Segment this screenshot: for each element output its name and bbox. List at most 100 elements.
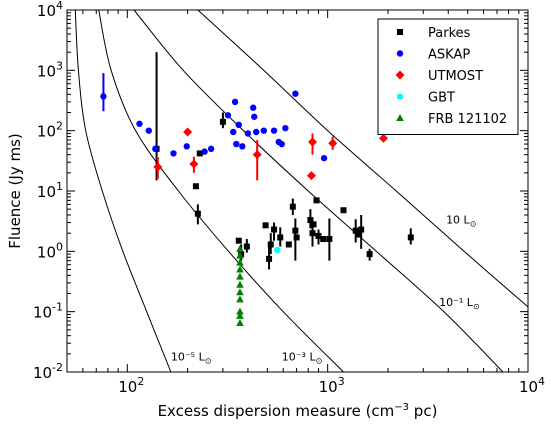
legend-label-utmost: UTMOST <box>428 69 483 84</box>
x-axis-title: Excess dispersion measure (cm−3 pc) <box>158 402 438 420</box>
askap-point <box>183 143 190 150</box>
parkes-point <box>293 234 300 241</box>
legend-marker-frb-121102 <box>396 114 404 121</box>
frb-121102-point <box>236 295 244 303</box>
parkes-point <box>320 236 327 243</box>
parkes-point <box>340 207 347 214</box>
x-tick-label: 104 <box>519 375 545 396</box>
parkes-point <box>355 231 362 238</box>
y-tick-label: 100 <box>37 240 63 261</box>
askap-point <box>251 113 258 120</box>
gbt-point <box>274 246 281 254</box>
askap-point <box>278 140 285 148</box>
parkes-point <box>192 183 199 190</box>
luminosity-curve <box>133 10 504 372</box>
askap-point <box>207 145 215 153</box>
parkes-point <box>352 227 359 234</box>
frb-121102-point <box>236 307 244 315</box>
x-tick-label: 103 <box>319 375 345 396</box>
parkes-point <box>194 210 201 217</box>
axis-tick-labels: 102 103 104 10-2 10-1 100 101 102 103 104 <box>33 0 545 396</box>
frb-121102-point <box>236 311 244 319</box>
askap-point <box>100 93 107 100</box>
parkes-point <box>196 150 203 157</box>
luminosity-curve-label: 10⁻¹ L⊙ <box>439 296 480 311</box>
frb-121102-point <box>236 318 244 326</box>
askap-point <box>231 98 239 106</box>
legend-marker-parkes <box>397 29 403 35</box>
frb-121102-point <box>236 265 244 273</box>
y-axis-title: Fluence (Jy ms) <box>6 133 24 248</box>
legend-marker-utmost <box>395 70 405 80</box>
askap-point <box>145 127 152 134</box>
askap-point <box>292 90 299 97</box>
utmost-point <box>189 159 199 169</box>
parkes-point <box>310 221 317 228</box>
askap-point <box>244 130 252 137</box>
utmost-point <box>183 127 193 137</box>
utmost-point <box>153 162 163 172</box>
legend-label-parkes: Parkes <box>428 26 471 41</box>
parkes-point <box>277 234 284 241</box>
luminosity-curve-label: 10⁻⁵ L⊙ <box>171 351 212 366</box>
parkes-point <box>315 232 322 239</box>
y-tick-label: 102 <box>37 120 63 141</box>
askap-point <box>282 124 289 132</box>
luminosity-curve-label: 10⁻³ L⊙ <box>282 351 323 366</box>
utmost-point <box>306 171 316 181</box>
askap-point <box>235 121 242 129</box>
parkes-point <box>309 230 316 237</box>
askap-point <box>270 127 278 134</box>
frb-121102-point <box>236 258 244 266</box>
parkes-point <box>289 203 296 210</box>
parkes-point <box>326 236 333 243</box>
askap-point <box>170 150 177 157</box>
parkes-point <box>285 241 292 248</box>
askap-point <box>201 148 208 155</box>
frb-121102-point <box>236 251 244 259</box>
askap-point <box>260 127 267 134</box>
parkes-point <box>292 227 299 234</box>
askap-point <box>253 128 260 136</box>
legend-label-askap: ASKAP <box>428 48 470 63</box>
parkes-point <box>358 226 365 233</box>
luminosity-curves <box>74 10 528 372</box>
frb-121102-point <box>236 244 244 252</box>
utmost-point <box>307 137 317 147</box>
luminosity-curve-label: 10 L⊙ <box>446 213 476 228</box>
legend-label-frb-121102: FRB 121102 <box>428 112 507 127</box>
luminosity-curve <box>74 10 172 372</box>
legend-marker-gbt <box>396 93 404 100</box>
luminosity-curve-labels: 10⁻⁵ L⊙ 10⁻³ L⊙ 10⁻¹ L⊙ 10 L⊙ <box>171 213 480 365</box>
parkes-point <box>407 234 414 241</box>
y-tick-label: 10-1 <box>33 301 63 322</box>
parkes-point <box>266 255 273 262</box>
utmost-point <box>252 150 262 160</box>
parkes-point <box>366 251 373 258</box>
luminosity-curve <box>98 10 344 372</box>
parkes-point <box>271 226 278 233</box>
legend-marker-askap <box>396 50 404 57</box>
parkes-point <box>267 241 274 248</box>
frb-121102-point <box>236 280 244 288</box>
frb-121102-point <box>236 272 244 280</box>
askap-point <box>136 120 143 127</box>
parkes-point <box>243 243 250 250</box>
y-tick-label: 10-2 <box>33 361 63 382</box>
askap-point <box>230 128 237 136</box>
askap-point <box>250 104 257 111</box>
askap-point <box>152 145 159 153</box>
axis-ticks <box>66 9 529 373</box>
y-tick-label: 103 <box>37 59 63 80</box>
askap-point <box>239 143 246 150</box>
parkes-point <box>262 222 269 229</box>
y-tick-label: 101 <box>37 180 63 201</box>
askap-point <box>320 154 328 162</box>
parkes-point <box>235 237 242 244</box>
parkes-point <box>313 197 320 204</box>
legend-label-gbt: GBT <box>428 91 455 106</box>
askap-point <box>224 112 232 119</box>
askap-point <box>233 140 240 148</box>
utmost-point <box>328 138 338 148</box>
